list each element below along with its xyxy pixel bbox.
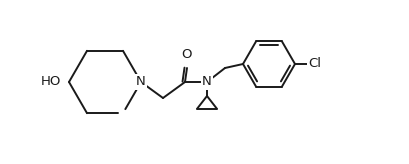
Text: O: O — [181, 49, 192, 62]
Text: Cl: Cl — [308, 58, 321, 71]
Text: HO: HO — [40, 75, 61, 89]
Text: N: N — [202, 75, 211, 89]
Text: N: N — [136, 75, 146, 89]
